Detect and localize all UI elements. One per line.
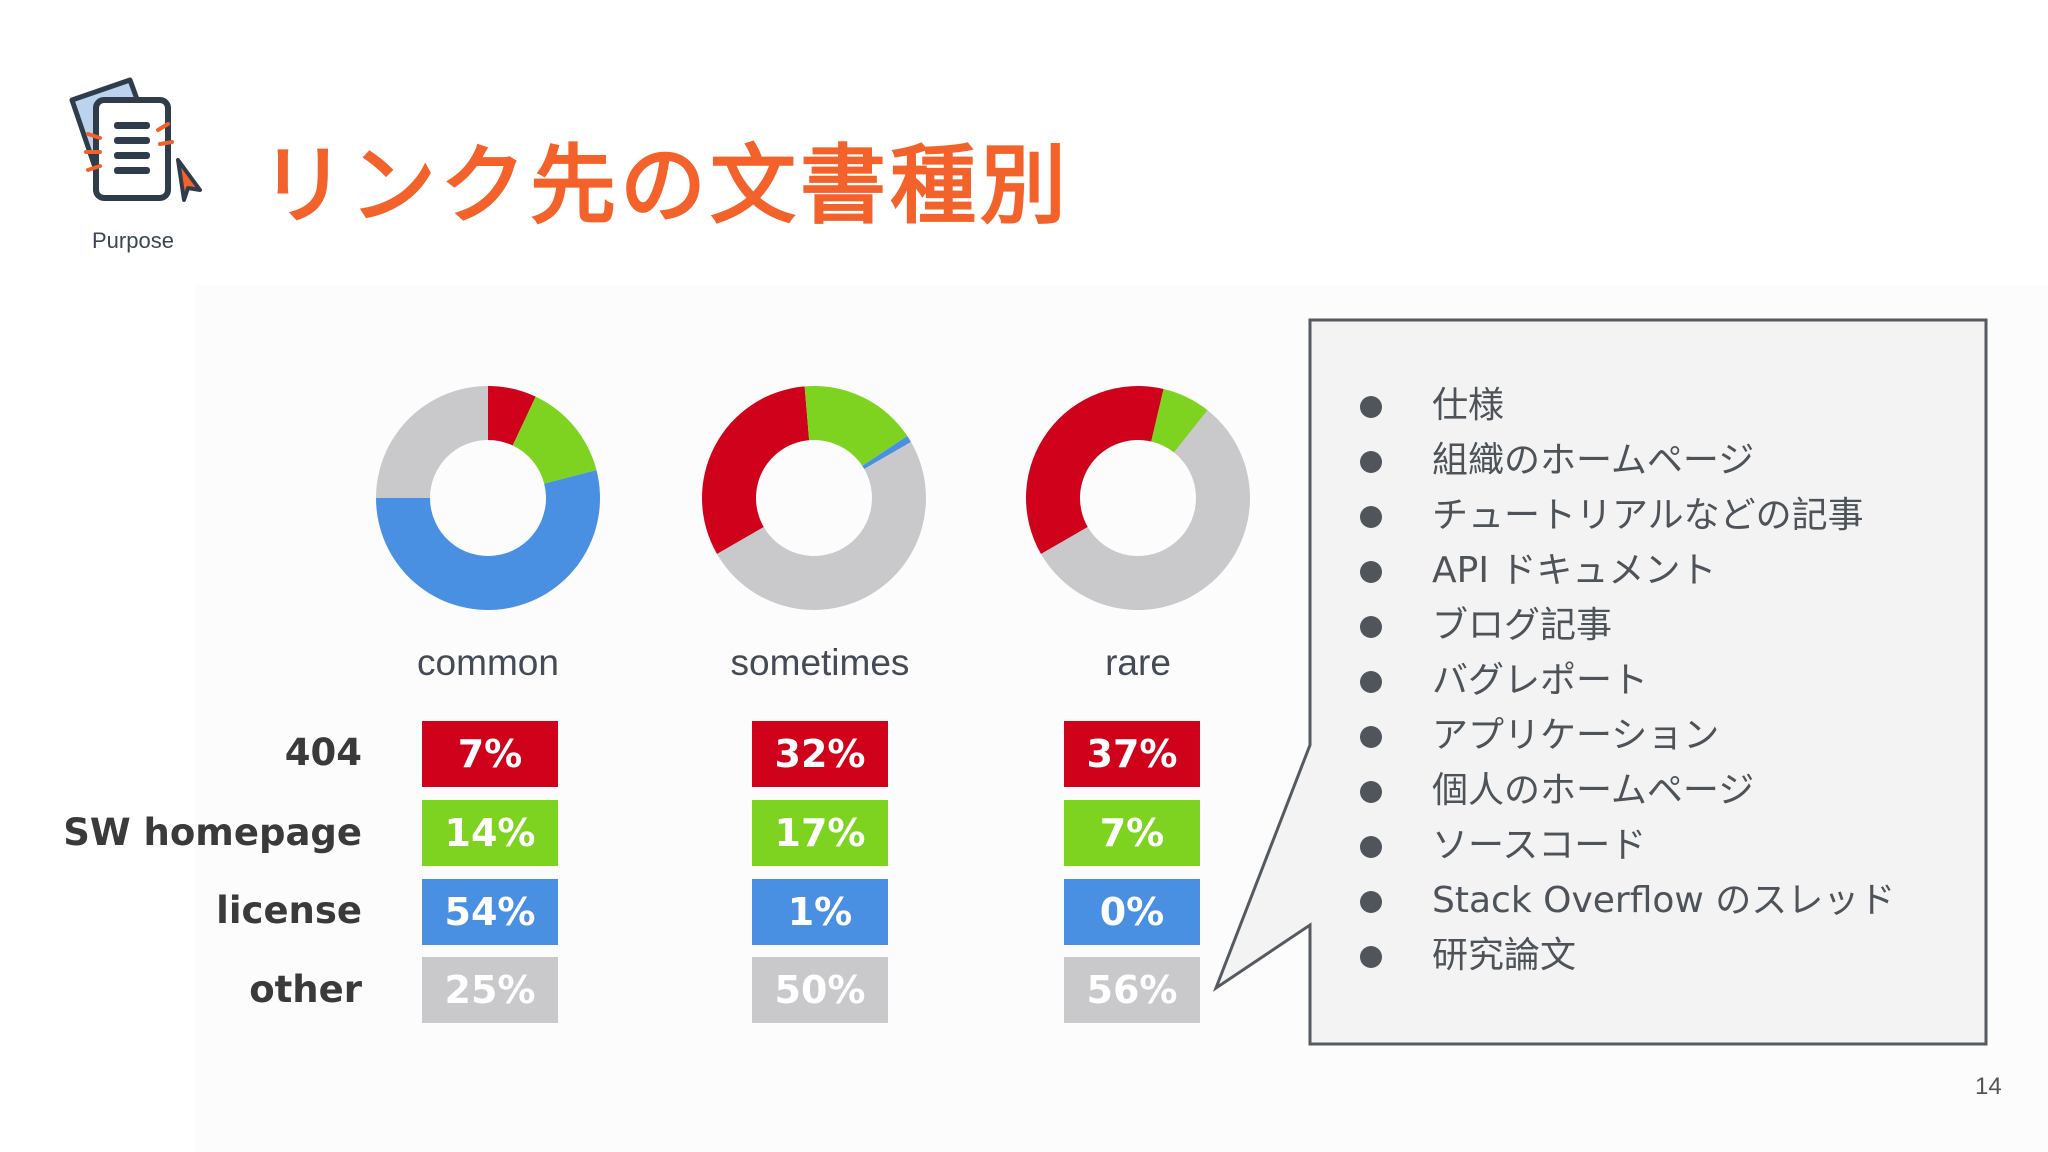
donut-slice-sometimes-sw-homepage [804, 385, 908, 466]
cell-sw-homepage-sometimes: 17% [752, 800, 888, 866]
category-label-sometimes: sometimes [730, 642, 910, 683]
donut-slice-common-other [376, 386, 488, 498]
donut-slice-common-404 [488, 386, 536, 446]
bullet-dot-icon [1360, 561, 1382, 583]
callout-list-item: 個人のホームページ [1360, 763, 1895, 818]
callout-item-text: Stack Overflow のスレッド [1432, 880, 1896, 921]
callout-item-text: ソースコード [1432, 825, 1647, 866]
cell-404-sometimes: 32% [752, 721, 888, 787]
cell-license-sometimes: 1% [752, 879, 888, 945]
callout-item-text: バグレポート [1432, 660, 1649, 701]
bullet-dot-icon [1360, 671, 1382, 693]
callout-list-item: ソースコード [1360, 818, 1895, 873]
row-label-other: other [249, 968, 362, 1011]
document-cursor-icon [69, 77, 202, 202]
donut-slice-sometimes-other [717, 442, 926, 610]
cell-sw-homepage-common: 14% [422, 800, 558, 866]
bullet-dot-icon [1360, 836, 1382, 858]
donut-slice-rare-404 [1026, 386, 1164, 554]
cell-sw-homepage-rare: 7% [1064, 800, 1200, 866]
cell-other-common: 25% [422, 957, 558, 1023]
donut-slice-rare-sw-homepage [1151, 388, 1208, 453]
donut-slice-common-license [376, 470, 600, 610]
cell-404-rare: 37% [1064, 721, 1200, 787]
row-label-license: license [216, 889, 362, 932]
donut-slice-rare-other [1041, 410, 1250, 610]
bullet-dot-icon [1360, 726, 1382, 748]
callout-list-item: 研究論文 [1360, 928, 1895, 983]
callout-list: 仕様組織のホームページチュートリアルなどの記事 API ドキュメント ブログ記事バグ… [1360, 378, 1895, 983]
bullet-dot-icon [1360, 616, 1382, 638]
callout-list-item: Stack Overflow のスレッド [1360, 873, 1895, 928]
callout-list-item: 組織のホームページ [1360, 433, 1895, 488]
callout-list-item: 仕様 [1360, 378, 1895, 433]
cell-license-common: 54% [422, 879, 558, 945]
donut-slice-sometimes-license [862, 436, 911, 469]
cell-license-rare: 0% [1064, 879, 1200, 945]
bullet-dot-icon [1360, 946, 1382, 968]
callout-item-text: API ドキュメント [1432, 550, 1717, 591]
row-label-404: 404 [284, 731, 362, 774]
bullet-dot-icon [1360, 451, 1382, 473]
bullet-dot-icon [1360, 781, 1382, 803]
callout-list-item: チュートリアルなどの記事 [1360, 488, 1895, 543]
callout-item-text: ブログ記事 [1432, 605, 1613, 646]
cell-other-rare: 56% [1064, 957, 1200, 1023]
callout-list-item: ブログ記事 [1360, 598, 1895, 653]
row-label-sw-homepage: SW homepage [63, 811, 362, 854]
page-number: 14 [1975, 1073, 2002, 1100]
category-label-rare: rare [1105, 642, 1171, 683]
callout-list-item: アプリケーション [1360, 708, 1895, 763]
callout-item-text: 仕様 [1432, 385, 1505, 426]
donut-slice-common-sw-homepage [512, 396, 597, 484]
callout-item-text: 個人のホームページ [1432, 770, 1755, 811]
bullet-dot-icon [1360, 506, 1382, 528]
logo-caption: Purpose [92, 228, 174, 253]
cell-other-sometimes: 50% [752, 957, 888, 1023]
callout-item-text: チュートリアルなどの記事 [1432, 495, 1864, 536]
callout-item-text: 組織のホームページ [1432, 440, 1755, 481]
donut-charts [376, 385, 1250, 610]
donut-slice-sometimes-404 [701, 386, 810, 554]
callout-item-text: 研究論文 [1432, 935, 1577, 976]
callout-item-text: アプリケーション [1432, 715, 1720, 756]
slide-title: リンク先の文書種別 [260, 136, 1070, 236]
bullet-dot-icon [1360, 396, 1382, 418]
callout-list-item: バグレポート [1360, 653, 1895, 708]
cell-404-common: 7% [422, 721, 558, 787]
callout-list-item: API ドキュメント [1360, 543, 1895, 598]
bullet-dot-icon [1360, 891, 1382, 913]
category-label-common: common [417, 642, 559, 683]
